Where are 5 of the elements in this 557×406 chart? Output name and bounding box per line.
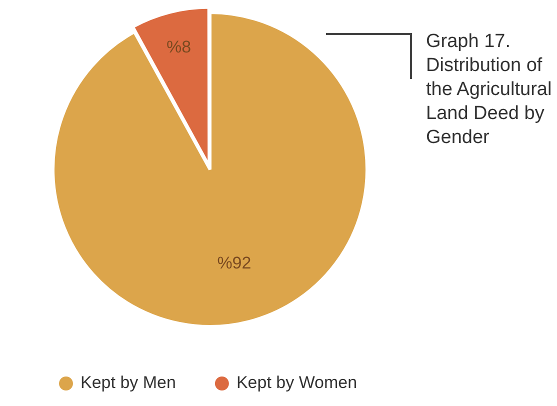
data-label: %92 [217,253,252,272]
legend-label: Kept by Women [236,373,358,392]
text: Graph 17. Distribution of the Agricultural Land Deed by Gender [426,30,553,150]
legend-label: Kept by Men [80,373,176,392]
data-label: %8 [166,38,192,57]
